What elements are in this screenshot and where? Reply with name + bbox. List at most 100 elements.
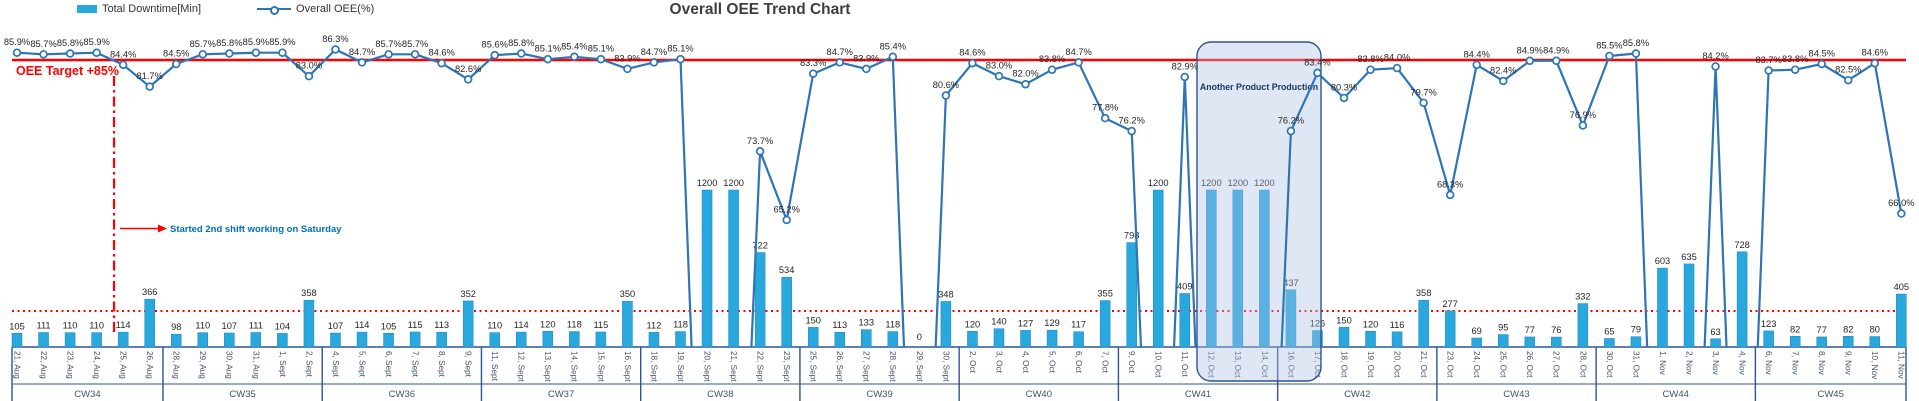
date-tick-label: 5, Sept: [357, 351, 366, 378]
oee-marker: [92, 48, 101, 57]
downtime-bar: [754, 252, 766, 348]
bar-value-label: 120: [965, 319, 981, 329]
bar-value-label: 113: [832, 320, 847, 330]
oee-line-swatch: [257, 5, 292, 15]
oee-marker: [1897, 209, 1906, 218]
oee-marker: [888, 52, 898, 62]
downtime-bar: [356, 331, 368, 348]
downtime-bar: [277, 333, 288, 348]
bar-value-label: 111: [249, 320, 263, 330]
downtime-bar: [1020, 330, 1031, 348]
oee-marker: [463, 75, 473, 84]
oee-value-label: 85.8%: [1623, 38, 1649, 48]
downtime-bar: [861, 329, 872, 348]
oee-value-label: 80.6%: [933, 80, 959, 90]
date-tick-label: 4, Sept: [331, 351, 340, 378]
downtime-bar: [675, 331, 686, 348]
date-tick-label: 31, Aug: [251, 351, 260, 379]
oee-value-label: 82.6%: [455, 64, 481, 74]
oee-marker: [1392, 63, 1402, 73]
oee-marker: [1313, 68, 1322, 78]
oee-marker: [118, 60, 128, 70]
oee-marker: [437, 58, 446, 68]
bar-value-label: 117: [1071, 320, 1086, 330]
bar-value-label: 150: [1336, 315, 1352, 325]
oee-marker: [517, 49, 526, 58]
bar-value-label: 348: [938, 289, 954, 299]
downtime-bar: [1789, 336, 1801, 348]
oee-marker: [331, 45, 340, 54]
bar-value-label: 635: [1681, 252, 1697, 262]
oee-marker: [1472, 60, 1481, 70]
oee-value-label: 82.5%: [1835, 65, 1861, 75]
downtime-bar: [1657, 267, 1668, 348]
bar-value-label: 77: [1525, 325, 1535, 335]
oee-value-label: 84.4%: [1464, 49, 1490, 59]
date-tick-label: 25, Aug: [119, 351, 128, 379]
oee-value-label: 84.7%: [349, 47, 375, 57]
date-tick-label: 26, Sept: [835, 351, 844, 382]
oee-value-label: 66.0%: [1888, 198, 1914, 208]
bar-value-label: 118: [885, 320, 900, 330]
bar-value-label: 95: [1498, 323, 1508, 333]
oee-value-label: 84.5%: [1809, 49, 1835, 59]
bar-value-label: 80: [1870, 325, 1880, 335]
downtime-bar: [330, 332, 341, 348]
date-tick-label: 9, Sept: [464, 351, 473, 378]
date-tick-label: 27, Sept: [862, 351, 871, 382]
oee-marker: [357, 58, 367, 67]
bar-value-label: 116: [1390, 320, 1405, 330]
downtime-bar: [1843, 336, 1854, 348]
oee-value-label: 85.6%: [482, 40, 508, 50]
date-tick-label: 13, Oct: [1233, 351, 1242, 378]
oee-marker: [198, 50, 208, 59]
date-tick-label: 23, Oct: [1446, 351, 1455, 378]
date-tick-label: 8, Sept: [437, 351, 446, 378]
downtime-bar: [1816, 336, 1827, 348]
oee-value-label: 76.2%: [1278, 116, 1304, 126]
oee-legend-label: Overall OEE(%): [296, 3, 375, 15]
date-tick-label: 1, Nov: [1658, 351, 1667, 376]
legend-item-downtime: Total Downtime[Min]: [77, 3, 201, 15]
oee-marker: [39, 50, 48, 59]
downtime-bar: [834, 331, 845, 348]
oee-value-label: 84.4%: [110, 49, 136, 59]
date-tick-label: 3, Nov: [1711, 351, 1720, 376]
oee-value-label: 76.2%: [1118, 116, 1144, 126]
oee-value-label: 79.7%: [1410, 87, 1436, 97]
bar-value-label: 114: [355, 320, 370, 330]
oee-marker: [65, 49, 75, 58]
week-label: CW37: [548, 389, 574, 400]
downtime-bar: [303, 299, 315, 348]
oee-value-label: 84.6%: [428, 48, 454, 58]
oee-value-label: 85.4%: [880, 41, 906, 51]
oee-value-label: 82.9%: [1172, 61, 1198, 71]
oee-marker: [225, 49, 234, 58]
downtime-bar: [1391, 331, 1403, 348]
bar-value-label: 107: [328, 321, 344, 331]
oee-value-label: 85.8%: [57, 38, 83, 48]
date-tick-label: 11, Sept: [490, 351, 499, 382]
date-tick-label: 9, Oct: [1127, 351, 1136, 374]
oee-marker: [251, 48, 261, 57]
oee-value-label: 84.7%: [641, 47, 667, 57]
date-tick-label: 10, Oct: [1154, 351, 1163, 378]
downtime-bar: [1896, 293, 1907, 348]
bar-value-label: 534: [779, 265, 795, 275]
another-product-production-label: Another Product Production: [1200, 82, 1318, 92]
downtime-bar: [1152, 189, 1164, 348]
downtime-bar: [648, 332, 660, 348]
oee-marker: [782, 215, 791, 225]
legend-item-oee: Overall OEE(%): [257, 3, 374, 15]
downtime-bar: [1312, 330, 1323, 348]
date-tick-label: 28, Oct: [1578, 351, 1587, 378]
downtime-bar: [993, 328, 1005, 348]
week-label: CW35: [229, 389, 255, 400]
bar-value-label: 105: [381, 321, 397, 331]
oee-value-label: 83.8%: [1782, 54, 1808, 64]
bar-value-label: 69: [1472, 326, 1482, 336]
oee-marker: [835, 58, 844, 67]
date-tick-label: 16, Oct: [1286, 351, 1295, 378]
oee-marker: [862, 64, 871, 74]
